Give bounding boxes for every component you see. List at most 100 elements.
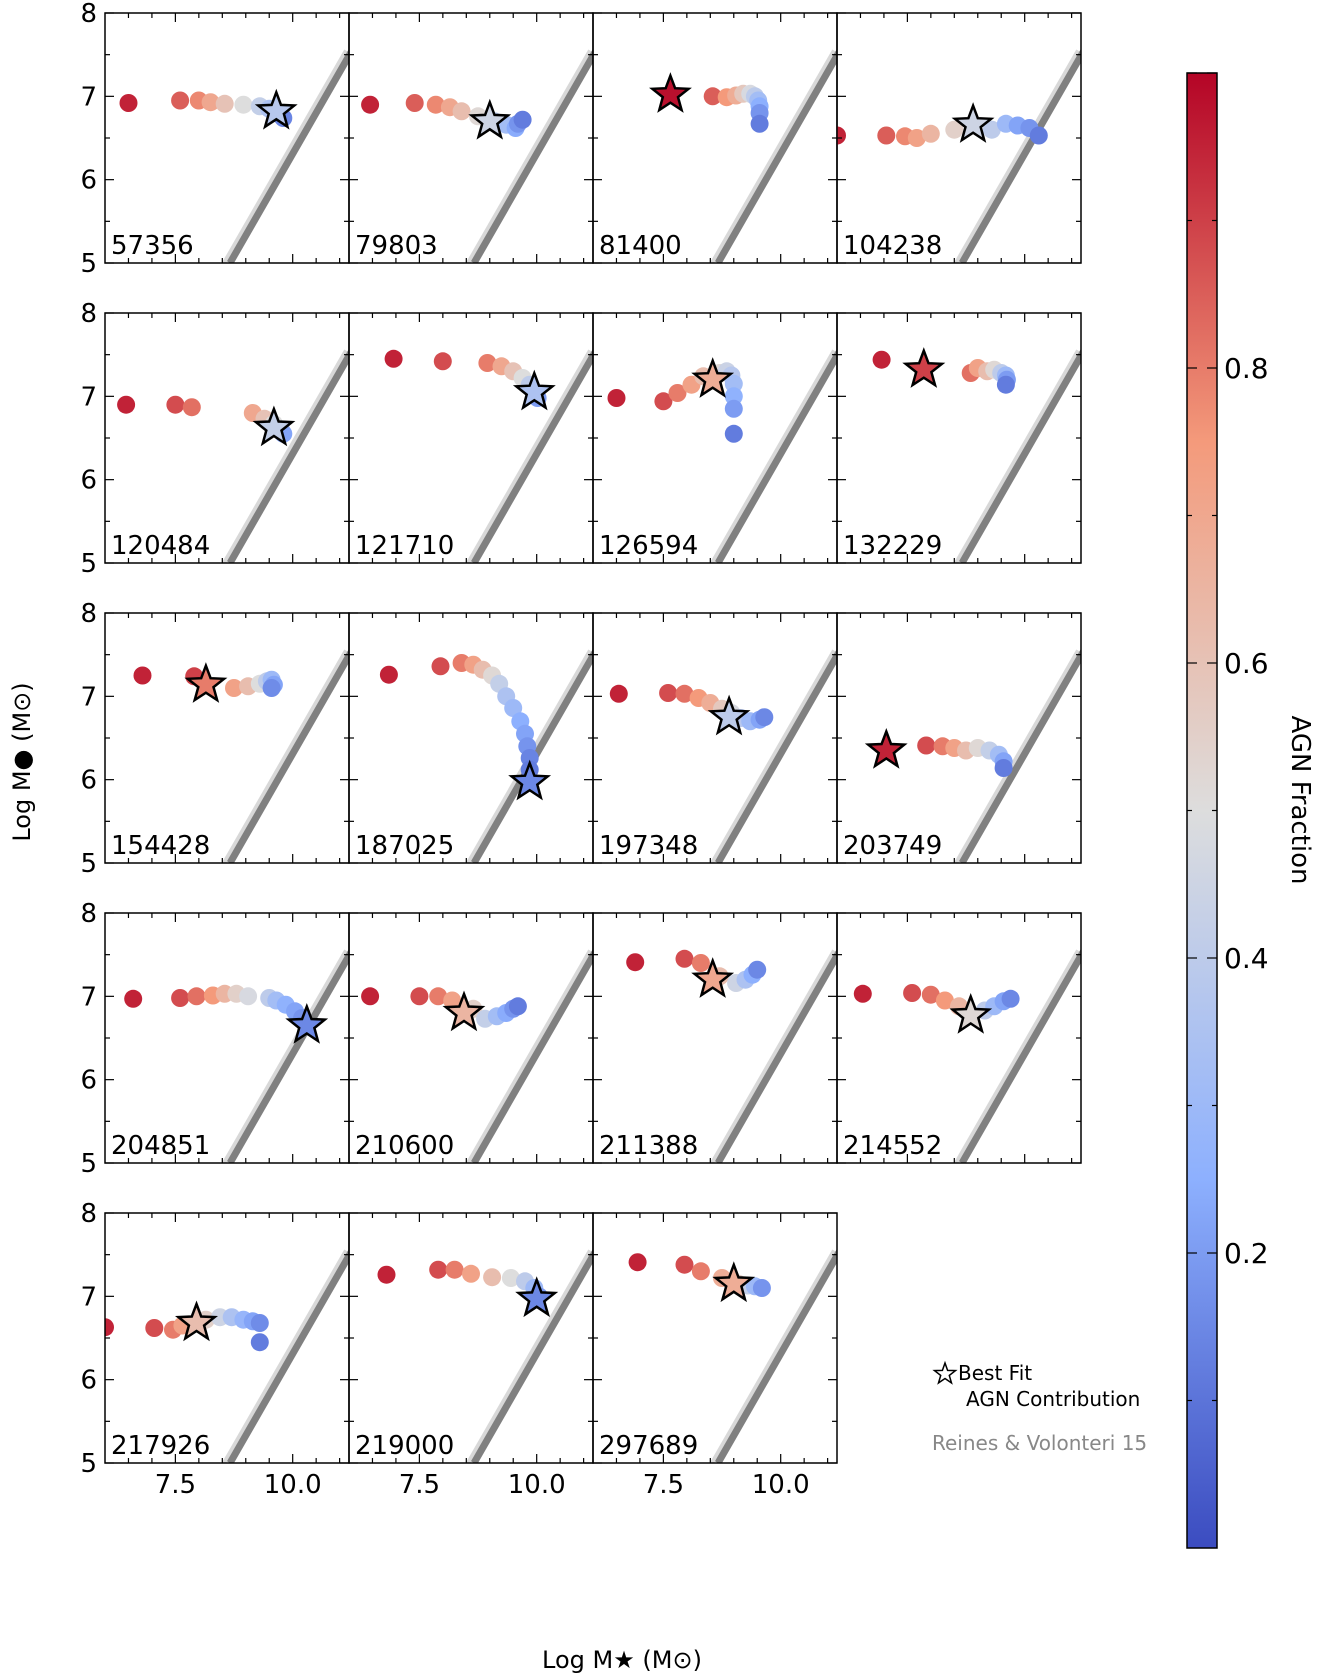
data-point <box>996 375 1015 394</box>
data-point <box>607 389 626 407</box>
panel-plot-area <box>379 648 593 863</box>
y-axis-label: Log M● (M⊙) <box>8 682 36 841</box>
legend-relation-label: Reines & Volonteri 15 <box>932 1431 1147 1455</box>
data-point <box>379 665 398 684</box>
panel-plot-area <box>119 48 349 263</box>
data-point <box>234 95 253 114</box>
data-point <box>513 110 532 129</box>
relation-line <box>714 1248 837 1463</box>
panel-id-label: 219000 <box>355 1431 454 1461</box>
x-tick-label: 10.0 <box>264 1470 322 1500</box>
data-point <box>755 708 774 727</box>
panel-frame <box>104 612 350 864</box>
panel-frame <box>592 12 838 264</box>
relation-line <box>470 948 593 1163</box>
x-tick-label: 10.0 <box>508 1470 566 1500</box>
data-point <box>982 120 1001 139</box>
data-point <box>426 95 445 114</box>
panel-id-label: 132229 <box>843 531 942 561</box>
best-fit-star <box>649 72 692 113</box>
panel-plot-area <box>105 1248 349 1463</box>
panel-frame <box>836 312 1082 564</box>
data-point <box>853 984 872 1003</box>
panel-frame <box>592 312 838 564</box>
y-tick-label: 8 <box>80 0 97 29</box>
data-point <box>445 1260 464 1279</box>
panel-214552: 214552 <box>836 912 1082 1164</box>
panel-197348: 197348 <box>592 612 838 864</box>
best-fit-star <box>902 347 946 388</box>
relation-line <box>226 1248 349 1463</box>
relation-shade <box>954 349 1080 563</box>
panel-frame <box>592 912 838 1164</box>
data-point <box>724 387 743 406</box>
y-tick-label: 5 <box>80 549 97 579</box>
data-point <box>917 736 936 755</box>
panel-plot-area <box>361 48 593 263</box>
panel-plot-area <box>133 648 349 863</box>
relation-shade <box>222 949 348 1163</box>
panel-plot-area <box>853 948 1081 1163</box>
y-tick-label: 8 <box>80 1199 97 1229</box>
y-tick-label: 5 <box>80 1449 97 1479</box>
y-tick-label: 7 <box>80 82 97 112</box>
data-point <box>105 1318 114 1337</box>
y-tick-label: 6 <box>80 166 97 196</box>
panel-126594: 126594 <box>592 312 838 564</box>
relation-line <box>226 948 349 1163</box>
legend-star-icon <box>932 1360 958 1385</box>
panel-104238: 104238 <box>836 12 1082 264</box>
data-point <box>225 679 243 697</box>
best-fit-star <box>252 405 296 447</box>
data-point <box>903 984 922 1002</box>
relation-line <box>226 648 349 863</box>
legend-agn-contribution-label: AGN Contribution <box>966 1387 1140 1411</box>
data-point <box>117 395 136 414</box>
panel-frame <box>348 612 594 864</box>
data-point <box>262 679 281 697</box>
y-tick-label: 5 <box>80 1149 97 1179</box>
x-tick-label: 7.5 <box>399 1470 440 1500</box>
colorbar: AGN Fraction 0.2 0.4 0.6 0.8 <box>1186 72 1315 1549</box>
relation-shade <box>710 49 836 263</box>
panel-203749: 203749 <box>836 612 1082 864</box>
best-fit-star <box>175 1300 218 1342</box>
relation-shade <box>710 649 836 863</box>
panel-id-label: 210600 <box>355 1131 454 1161</box>
data-point <box>994 759 1013 777</box>
data-point <box>945 120 964 139</box>
colorbar-tick-label: 0.2 <box>1224 1237 1269 1270</box>
best-fit-star <box>515 1276 559 1318</box>
data-point <box>171 91 190 110</box>
y-tick-label: 6 <box>80 1066 97 1096</box>
panel-frame <box>592 612 838 864</box>
panel-frame <box>836 612 1082 864</box>
data-point <box>877 126 896 145</box>
panel-plot-area <box>609 648 837 863</box>
y-tick-label: 6 <box>80 766 97 796</box>
panel-187025: 187025 <box>348 612 594 864</box>
data-point <box>1029 126 1048 145</box>
panel-id-label: 57356 <box>111 231 194 261</box>
data-point <box>675 1255 694 1274</box>
x-axis-label: Log M★ (M⊙) <box>542 1646 702 1674</box>
panel-plot-area <box>124 948 349 1163</box>
best-fit-star <box>442 990 486 1032</box>
best-fit-star <box>691 357 735 398</box>
relation-line <box>714 348 837 563</box>
y-tick-label: 7 <box>80 982 97 1012</box>
data-point <box>215 94 234 113</box>
panel-frame <box>348 12 594 264</box>
data-point <box>433 352 452 371</box>
data-point <box>133 666 152 685</box>
panel-132229: 132229 <box>836 312 1082 564</box>
data-point <box>628 1253 647 1272</box>
data-point <box>250 1333 269 1352</box>
panel-frame <box>348 312 594 564</box>
data-point <box>478 354 497 372</box>
data-point <box>377 1265 396 1284</box>
data-point <box>124 989 143 1008</box>
data-point <box>187 987 206 1006</box>
panel-grid: 5 6 7 8 57356 79803 81400 104238 5 6 7 8 120484 12171… <box>80 0 1082 1500</box>
